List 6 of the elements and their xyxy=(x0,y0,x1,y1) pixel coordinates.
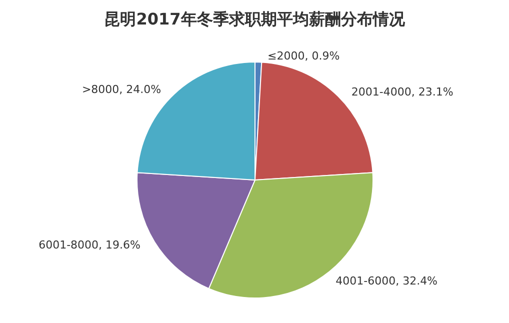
slice-label: ≤2000, 0.9% xyxy=(268,50,340,63)
slice-label: 4001-6000, 32.4% xyxy=(336,274,438,288)
chart-title: 昆明2017年冬季求职期平均薪酬分布情况 xyxy=(104,10,406,28)
slice-label: 6001-8000, 19.6% xyxy=(38,238,140,252)
slice-label: 2001-4000, 23.1% xyxy=(351,86,454,99)
slice-label: >8000, 24.0% xyxy=(82,83,162,96)
